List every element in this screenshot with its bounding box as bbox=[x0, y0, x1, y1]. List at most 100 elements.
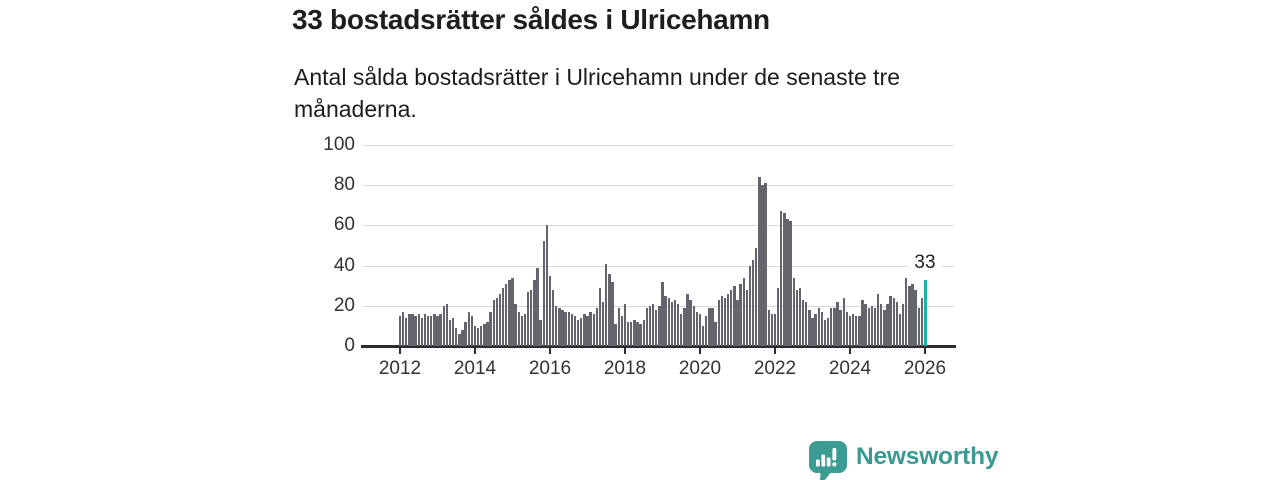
bar bbox=[864, 303, 867, 346]
bar bbox=[786, 219, 789, 346]
bar bbox=[773, 313, 777, 346]
bar bbox=[780, 211, 783, 346]
bar bbox=[511, 277, 514, 346]
x-tick bbox=[924, 347, 926, 354]
bar bbox=[720, 295, 724, 346]
bar bbox=[636, 321, 639, 346]
bar bbox=[458, 333, 461, 346]
gridline bbox=[363, 225, 954, 227]
bar bbox=[417, 313, 420, 346]
bar bbox=[670, 301, 674, 346]
bar bbox=[426, 315, 430, 346]
bar bbox=[795, 289, 799, 346]
bar-chart-speech-bubble-icon bbox=[809, 441, 847, 480]
bar bbox=[420, 317, 424, 346]
bar-chart-plot-area: 33 0 20 40 60 80 100 2012 2014 2016 2018 2020 2022 2… bbox=[323, 134, 957, 379]
bar bbox=[848, 315, 852, 346]
bar bbox=[551, 289, 555, 346]
bar bbox=[814, 313, 817, 346]
bar bbox=[898, 313, 902, 346]
bar bbox=[683, 307, 686, 346]
bar bbox=[626, 321, 630, 346]
bar bbox=[614, 323, 617, 346]
bar bbox=[830, 307, 833, 346]
bar bbox=[520, 315, 524, 346]
bar bbox=[717, 299, 720, 346]
bar bbox=[861, 299, 864, 346]
newsworthy-brand: Newsworthy bbox=[808, 440, 999, 480]
bar bbox=[645, 307, 649, 346]
bar bbox=[495, 297, 499, 346]
bar bbox=[876, 293, 880, 346]
bar bbox=[783, 213, 786, 346]
bar bbox=[820, 311, 824, 346]
bar bbox=[448, 319, 452, 346]
highlight-bar bbox=[923, 279, 927, 346]
bar bbox=[642, 319, 645, 346]
bar bbox=[542, 241, 545, 346]
bar bbox=[583, 313, 586, 346]
bar bbox=[917, 307, 920, 346]
bar bbox=[761, 185, 764, 346]
bar bbox=[605, 263, 608, 346]
bar bbox=[473, 325, 477, 346]
bar bbox=[692, 305, 695, 346]
bar bbox=[445, 303, 449, 346]
bar bbox=[823, 319, 827, 346]
bar bbox=[667, 297, 670, 346]
bar bbox=[595, 307, 599, 346]
bar bbox=[567, 311, 570, 346]
bar bbox=[564, 311, 567, 346]
bar bbox=[623, 303, 627, 346]
bar bbox=[764, 183, 767, 346]
bar bbox=[548, 275, 552, 346]
bar bbox=[661, 281, 664, 346]
x-tick-label: 2026 bbox=[903, 358, 947, 379]
bar bbox=[480, 325, 483, 346]
bar bbox=[701, 325, 705, 346]
bar bbox=[505, 283, 508, 346]
bar bbox=[805, 301, 808, 346]
gridline bbox=[363, 145, 954, 146]
bar bbox=[895, 301, 899, 346]
bar bbox=[751, 259, 755, 346]
bar bbox=[498, 293, 502, 346]
bar bbox=[464, 321, 467, 346]
bar bbox=[808, 309, 811, 346]
bar bbox=[901, 303, 905, 346]
bar bbox=[423, 313, 427, 346]
bar bbox=[695, 311, 699, 346]
y-tick-label: 0 bbox=[344, 335, 355, 356]
bar bbox=[870, 305, 874, 346]
bar bbox=[405, 317, 408, 346]
bar bbox=[439, 313, 442, 346]
bar bbox=[630, 321, 633, 346]
bar bbox=[517, 311, 520, 346]
bar bbox=[689, 299, 692, 346]
bar bbox=[433, 313, 436, 346]
x-axis-line bbox=[361, 345, 956, 348]
bar bbox=[748, 265, 752, 346]
bar bbox=[676, 303, 680, 346]
gridline bbox=[363, 265, 954, 267]
bar bbox=[536, 267, 539, 346]
bar bbox=[711, 307, 714, 346]
bar bbox=[792, 277, 795, 346]
bar bbox=[911, 283, 914, 346]
bar bbox=[914, 289, 917, 346]
x-tick-label: 2016 bbox=[528, 358, 572, 379]
bar bbox=[842, 297, 845, 346]
bar bbox=[501, 287, 505, 346]
bar bbox=[492, 299, 495, 346]
bar bbox=[833, 307, 836, 346]
bar bbox=[755, 247, 758, 346]
bar bbox=[514, 303, 517, 346]
bar bbox=[883, 309, 886, 346]
bar bbox=[730, 289, 733, 346]
bar bbox=[470, 315, 474, 346]
x-tick bbox=[474, 347, 476, 354]
bar bbox=[673, 299, 677, 346]
bar bbox=[664, 295, 667, 346]
bar bbox=[867, 307, 870, 346]
